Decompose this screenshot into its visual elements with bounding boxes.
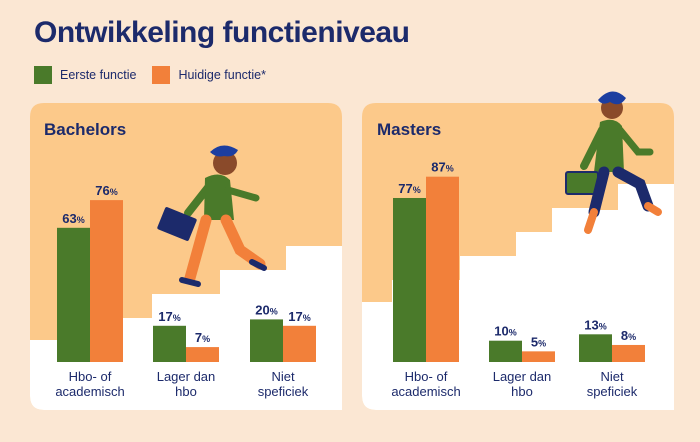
- bar-masters-first-0: [393, 197, 426, 362]
- value-label-masters-first-2: 13%: [584, 317, 606, 332]
- legend-label-current: Huidige functie*: [178, 68, 266, 82]
- bar-bachelors-current-2: [283, 325, 316, 362]
- category-label-bachelors-1-1: hbo: [175, 384, 197, 399]
- bar-masters-current-0: [426, 176, 459, 362]
- value-label-masters-current-1: 5%: [531, 334, 546, 349]
- category-label-masters-2-0: Niet: [600, 369, 624, 384]
- category-label-masters-0-1: academisch: [391, 384, 460, 399]
- value-label-bachelors-first-2: 20%: [255, 302, 277, 317]
- category-label-masters-1-0: Lager dan: [493, 369, 552, 384]
- legend-item-first: Eerste functie: [34, 66, 136, 84]
- bar-masters-first-2: [579, 334, 612, 362]
- page-title: Ontwikkeling functieniveau: [34, 16, 410, 49]
- category-label-bachelors-1-0: Lager dan: [157, 369, 216, 384]
- bar-bachelors-first-1: [153, 325, 186, 362]
- panel-bachelors-title: Bachelors: [44, 120, 126, 139]
- legend-item-current: Huidige functie*: [152, 66, 266, 84]
- bar-masters-current-1: [522, 351, 555, 362]
- value-label-masters-first-0: 77%: [398, 181, 420, 196]
- value-label-masters-current-0: 87%: [431, 160, 453, 175]
- category-label-bachelors-0-0: Hbo- of: [69, 369, 112, 384]
- panel-masters-title: Masters: [377, 120, 441, 139]
- bar-masters-current-2: [612, 344, 645, 362]
- value-label-bachelors-current-0: 76%: [95, 183, 117, 198]
- legend-swatch-current: [152, 66, 171, 84]
- category-label-bachelors-2-0: Niet: [271, 369, 295, 384]
- value-label-masters-first-1: 10%: [494, 324, 516, 339]
- category-label-masters-0-0: Hbo- of: [405, 369, 448, 384]
- legend-swatch-first: [34, 66, 52, 84]
- legend-label-first: Eerste functie: [60, 68, 137, 82]
- bar-bachelors-first-2: [250, 319, 283, 362]
- value-label-masters-current-2: 8%: [621, 328, 636, 343]
- bar-bachelors-current-0: [90, 200, 123, 362]
- climbing-person-illustration: [565, 91, 662, 234]
- walking-person-illustration: [157, 145, 267, 287]
- value-label-bachelors-first-0: 63%: [62, 211, 84, 226]
- bar-bachelors-current-1: [186, 347, 219, 362]
- value-label-bachelors-current-2: 17%: [288, 309, 310, 324]
- bar-bachelors-first-0: [57, 227, 90, 362]
- value-label-bachelors-current-1: 7%: [195, 330, 210, 345]
- legend: Eerste functie Huidige functie*: [34, 66, 282, 84]
- category-label-masters-2-1: speficiek: [587, 384, 638, 399]
- value-label-bachelors-first-1: 17%: [158, 309, 180, 324]
- category-label-masters-1-1: hbo: [511, 384, 533, 399]
- category-label-bachelors-0-1: academisch: [55, 384, 124, 399]
- bar-masters-first-1: [489, 340, 522, 362]
- category-label-bachelors-2-1: speficiek: [258, 384, 309, 399]
